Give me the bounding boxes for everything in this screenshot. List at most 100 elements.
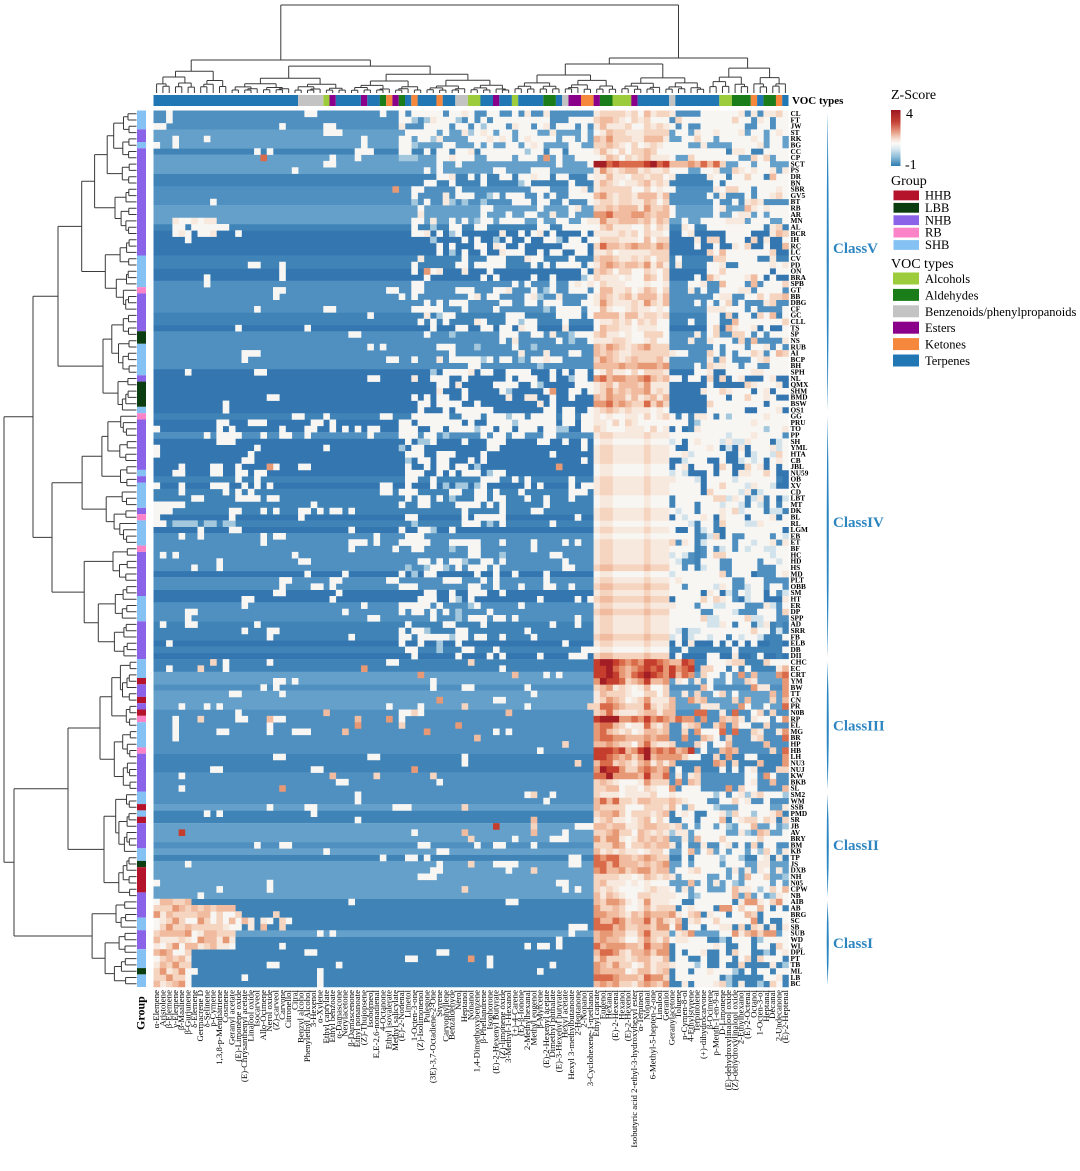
svg-text:VOC types: VOC types: [891, 257, 954, 272]
svg-text:SUB: SUB: [791, 929, 805, 938]
svg-text:β-Elemene: β-Elemene: [164, 990, 174, 1028]
svg-text:Alcohols: Alcohols: [925, 272, 970, 286]
svg-text:Octanol: Octanol: [748, 989, 758, 1017]
svg-text:(E)-Limonene oxide: (E)-Limonene oxide: [233, 990, 243, 1062]
svg-text:CPW: CPW: [791, 885, 809, 894]
svg-text:Heptanol: Heptanol: [459, 989, 469, 1022]
svg-text:Hexanal: Hexanal: [604, 989, 614, 1019]
svg-text:Phenylethyl Alcohol: Phenylethyl Alcohol: [302, 989, 312, 1062]
svg-text:2-Methylhexanal: 2-Methylhexanal: [522, 989, 532, 1050]
svg-text:4: 4: [906, 107, 913, 122]
svg-text:NH: NH: [791, 872, 802, 881]
svg-text:AB: AB: [791, 904, 801, 913]
svg-text:LBB: LBB: [925, 201, 949, 215]
svg-text:ON: ON: [791, 267, 803, 276]
svg-text:WL: WL: [791, 941, 803, 950]
svg-text:(+)-dihydrocarvone: (+)-dihydrocarvone: [698, 990, 708, 1059]
svg-text:PT: PT: [791, 954, 800, 963]
svg-text:FB: FB: [791, 632, 800, 641]
svg-text:PRU: PRU: [791, 418, 807, 427]
svg-text:RC: RC: [791, 241, 802, 250]
svg-text:BG: BG: [791, 141, 802, 150]
svg-text:Nonanal: Nonanal: [641, 989, 651, 1019]
svg-text:β-Myrcene: β-Myrcene: [535, 990, 545, 1029]
svg-text:TT: TT: [791, 689, 801, 698]
svg-text:CRT: CRT: [791, 670, 806, 679]
svg-text:DXB: DXB: [791, 866, 807, 875]
svg-text:HB: HB: [791, 746, 802, 755]
svg-text:PMD: PMD: [791, 809, 808, 818]
svg-text:Group: Group: [134, 996, 148, 1030]
svg-text:RL: RL: [791, 519, 801, 528]
svg-text:SHB: SHB: [925, 238, 949, 252]
svg-text:α-Terpineol: α-Terpineol: [635, 989, 645, 1031]
svg-text:Cosmene: Cosmene: [220, 990, 230, 1023]
svg-text:SPH: SPH: [791, 368, 806, 377]
svg-text:Ethyl benzoate: Ethyl benzoate: [327, 990, 337, 1043]
svg-text:Decanal: Decanal: [767, 989, 777, 1018]
svg-text:CB: CB: [791, 456, 801, 465]
svg-text:Nerol: Nerol: [453, 989, 463, 1010]
svg-text:DK: DK: [791, 506, 802, 515]
svg-text:δ-Elemene: δ-Elemene: [189, 990, 199, 1028]
svg-text:PP: PP: [791, 431, 800, 440]
svg-text:Styrene: Styrene: [434, 990, 444, 1017]
svg-text:OBB: OBB: [791, 582, 807, 591]
svg-text:NS: NS: [791, 336, 800, 345]
svg-text:N05: N05: [791, 878, 804, 887]
svg-text:Nerylacetone: Nerylacetone: [340, 990, 350, 1037]
svg-text:ClassIII: ClassIII: [833, 718, 885, 734]
svg-text:LGM: LGM: [791, 525, 809, 534]
svg-text:HD: HD: [791, 557, 802, 566]
svg-text:(E)-3-Hexenyl butyrate: (E)-3-Hexenyl butyrate: [553, 990, 563, 1072]
svg-text:PR: PR: [791, 702, 801, 711]
svg-text:4-Octanone: 4-Octanone: [377, 990, 387, 1031]
svg-text:HT: HT: [791, 595, 802, 604]
svg-text:Ketones: Ketones: [925, 338, 966, 352]
svg-text:EL: EL: [791, 721, 801, 730]
svg-text:KW: KW: [791, 771, 805, 780]
svg-text:SPP: SPP: [791, 613, 805, 622]
svg-text:BH: BH: [791, 361, 802, 370]
svg-text:DB: DB: [791, 645, 801, 654]
svg-text:RUB: RUB: [791, 342, 807, 351]
svg-text:BRA: BRA: [791, 273, 807, 282]
svg-text:Ethyl caprate: Ethyl caprate: [591, 990, 601, 1037]
svg-text:JBL: JBL: [791, 462, 805, 471]
svg-text:SSB: SSB: [791, 803, 804, 812]
svg-text:HP: HP: [791, 740, 802, 749]
svg-text:OS1: OS1: [791, 405, 805, 414]
svg-text:ClassIV: ClassIV: [833, 515, 884, 531]
svg-text:VOC types: VOC types: [792, 95, 844, 107]
svg-text:Isocarveol: Isocarveol: [252, 989, 262, 1026]
svg-text:Group: Group: [891, 174, 927, 189]
svg-text:BSW: BSW: [791, 399, 808, 408]
svg-text:2-Nonanol: 2-Nonanol: [579, 989, 589, 1027]
svg-text:DP: DP: [791, 607, 801, 616]
svg-text:BW: BW: [791, 683, 804, 692]
svg-text:LBT: LBT: [791, 494, 806, 503]
svg-text:(Z)-limonene oxide: (Z)-limonene oxide: [497, 990, 507, 1059]
svg-text:Aristolene: Aristolene: [157, 990, 167, 1027]
svg-text:LB: LB: [791, 973, 801, 982]
svg-text:CL: CL: [791, 109, 801, 118]
svg-text:(E)-2-Hexenyl Butyrate: (E)-2-Hexenyl Butyrate: [491, 990, 501, 1074]
svg-text:Isoborneol: Isoborneol: [365, 989, 375, 1027]
svg-text:E,E-2,6-nonadienal: E,E-2,6-nonadienal: [371, 989, 381, 1058]
svg-text:Dimethyl phthalate: Dimethyl phthalate: [547, 990, 557, 1058]
svg-text:GG: GG: [791, 412, 803, 421]
svg-text:Pulegone: Pulegone: [421, 990, 431, 1023]
svg-text:LH: LH: [791, 752, 802, 761]
svg-text:TB: TB: [791, 960, 801, 969]
svg-text:BCR: BCR: [791, 229, 807, 238]
svg-text:Linalool oxide: Linalool oxide: [245, 990, 255, 1042]
svg-text:3-Methyl-1-Hexanol: 3-Methyl-1-Hexanol: [503, 989, 513, 1062]
svg-text:Limetol: Limetol: [403, 989, 413, 1017]
svg-text:CN: CN: [791, 695, 802, 704]
svg-text:Benzaldehyde: Benzaldehyde: [447, 990, 457, 1040]
svg-text:BKB: BKB: [791, 777, 807, 786]
svg-text:Benzyl alcohol: Benzyl alcohol: [296, 989, 306, 1043]
svg-text:NB: NB: [791, 891, 801, 900]
svg-text:(E)-2-Hexenal: (E)-2-Hexenal: [610, 989, 620, 1040]
svg-text:Terpinolene: Terpinolene: [692, 990, 702, 1032]
